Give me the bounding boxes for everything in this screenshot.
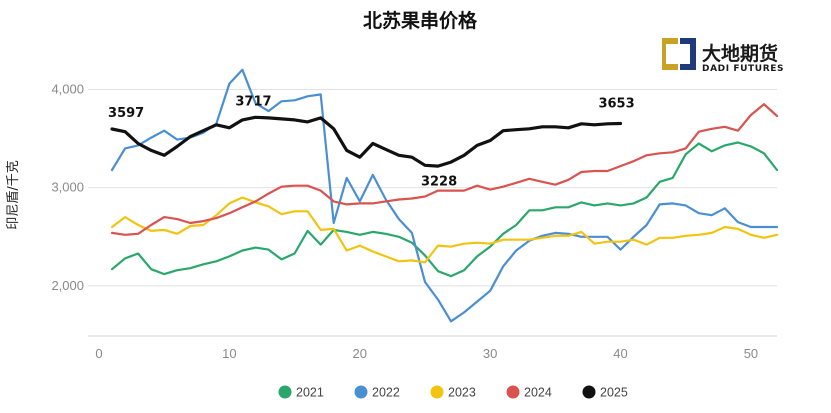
y-tick-label: 2,000 <box>51 278 84 293</box>
gridlines <box>88 88 777 287</box>
y-tick-label: 3,000 <box>51 180 84 195</box>
series-lines <box>110 68 779 323</box>
data-label: 3717 <box>235 94 271 109</box>
series-line-2023 <box>110 196 779 264</box>
series-line-2025 <box>110 115 623 168</box>
legend-marker-2023 <box>430 385 444 399</box>
legend-marker-2025 <box>582 385 596 399</box>
legend: 2021 2022 2023 2024 2025 <box>278 385 628 400</box>
legend-marker-2021 <box>278 385 292 399</box>
data-label: 3228 <box>421 174 457 189</box>
series-line-2022 <box>110 68 779 323</box>
company-logo: 大地期货 DADI FUTURES <box>662 38 784 74</box>
legend-label-2022: 2022 <box>372 386 400 400</box>
data-label: 3653 <box>598 97 634 112</box>
x-axis-ticks: 0 10 20 30 40 50 <box>95 346 758 361</box>
x-tick-label: 30 <box>483 346 497 361</box>
logo-name-cn: 大地期货 <box>702 42 778 65</box>
data-label: 3597 <box>108 106 144 121</box>
x-tick-label: 0 <box>95 346 102 361</box>
x-tick-label: 20 <box>353 346 367 361</box>
y-tick-label: 4,000 <box>51 81 84 96</box>
legend-label-2021: 2021 <box>296 386 324 400</box>
logo-mark-cut <box>666 44 690 64</box>
x-tick-label: 50 <box>744 346 758 361</box>
chart-title: 北苏果串价格 <box>363 9 478 32</box>
logo-name-en: DADI FUTURES <box>702 64 784 74</box>
legend-marker-2022 <box>354 385 368 399</box>
legend-label-2025: 2025 <box>600 386 628 400</box>
annotations: 3597 3717 3228 3653 <box>108 94 635 189</box>
series-line-2021 <box>110 141 779 278</box>
legend-marker-2024 <box>506 385 520 399</box>
x-tick-label: 40 <box>613 346 627 361</box>
y-axis-label: 印尼盾/千克 <box>6 160 21 229</box>
x-tick-label: 10 <box>222 346 236 361</box>
series-line-2024 <box>110 103 779 236</box>
legend-label-2023: 2023 <box>448 386 476 400</box>
legend-label-2024: 2024 <box>524 386 552 400</box>
y-axis-ticks: 2,000 3,000 4,000 <box>51 81 84 292</box>
